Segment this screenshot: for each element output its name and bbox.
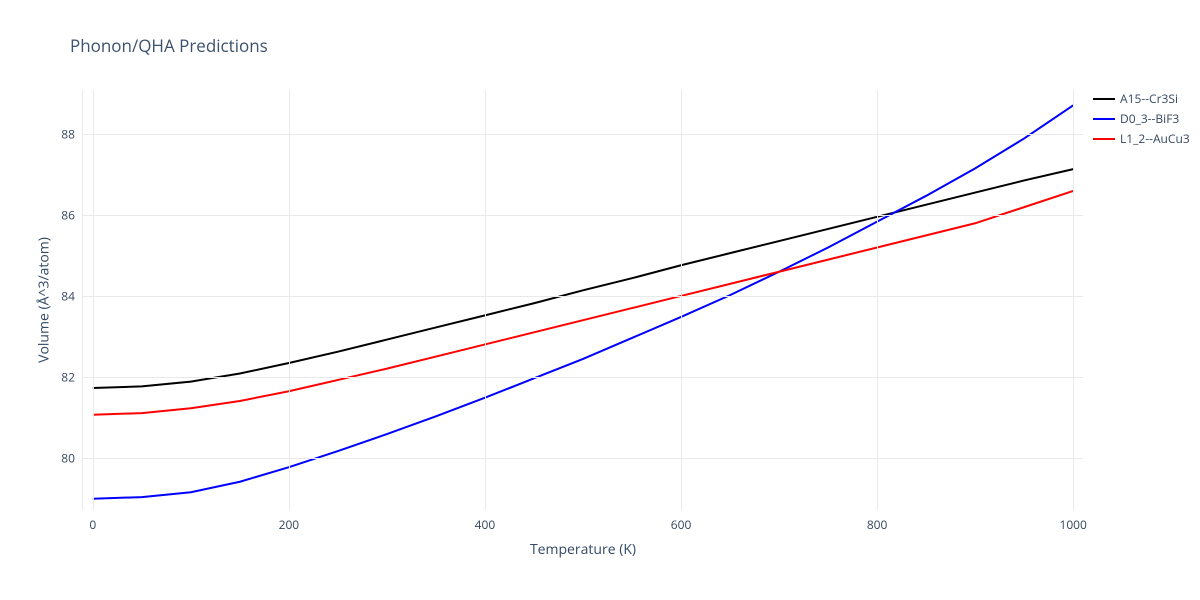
y-tick-label: 84 [61, 287, 75, 304]
y-tick-label: 88 [61, 126, 75, 143]
x-tick-label: 400 [475, 516, 496, 533]
gridline-h [83, 458, 1083, 459]
legend-swatch [1093, 138, 1115, 140]
x-tick-label: 600 [671, 516, 692, 533]
legend-swatch [1093, 98, 1115, 100]
gridline-v [877, 90, 878, 510]
plot-area: Temperature (K) 020040060080010008082848… [82, 90, 1083, 510]
x-tick-label: 200 [279, 516, 300, 533]
series-line[interactable] [93, 191, 1073, 415]
legend-item[interactable]: A15--Cr3Si [1093, 90, 1190, 107]
legend-label: A15--Cr3Si [1120, 90, 1178, 107]
chart-title: Phonon/QHA Predictions [70, 34, 268, 57]
gridline-h [83, 296, 1083, 297]
gridline-h [83, 377, 1083, 378]
series-line[interactable] [93, 169, 1073, 388]
y-axis-label: Volume (Å^3/atom) [35, 237, 54, 363]
gridline-v [93, 90, 94, 510]
x-axis-label: Temperature (K) [530, 540, 636, 559]
y-tick-label: 80 [61, 449, 75, 466]
gridline-h [83, 215, 1083, 216]
x-tick-label: 1000 [1059, 516, 1086, 533]
gridline-v [681, 90, 682, 510]
legend-item[interactable]: L1_2--AuCu3 [1093, 130, 1190, 147]
gridline-v [289, 90, 290, 510]
x-tick-label: 800 [867, 516, 888, 533]
y-tick-label: 86 [61, 207, 75, 224]
gridline-v [1073, 90, 1074, 510]
legend-item[interactable]: D0_3--BiF3 [1093, 110, 1190, 127]
gridline-v [485, 90, 486, 510]
legend-swatch [1093, 118, 1115, 120]
series-line[interactable] [93, 105, 1073, 498]
x-tick-label: 0 [89, 516, 96, 533]
chart-container: Phonon/QHA Predictions Volume (Å^3/atom)… [0, 0, 1200, 600]
legend: A15--Cr3Si D0_3--BiF3 L1_2--AuCu3 [1093, 90, 1190, 150]
series-svg [83, 90, 1083, 510]
gridline-h [83, 134, 1083, 135]
y-tick-label: 82 [61, 368, 75, 385]
legend-label: L1_2--AuCu3 [1120, 130, 1190, 147]
legend-label: D0_3--BiF3 [1120, 110, 1179, 127]
